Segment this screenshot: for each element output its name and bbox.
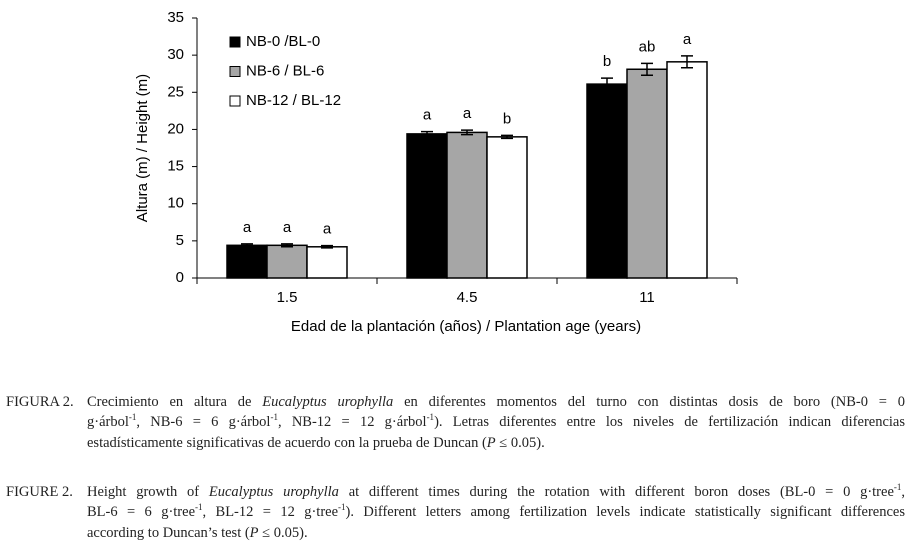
error-bar <box>461 129 473 136</box>
significance-label: b <box>503 110 511 127</box>
text: Eucalyptus urophylla <box>208 484 339 500</box>
significance-label: a <box>283 219 292 236</box>
caption-line: BL-6 = 6 g·tree-1, BL-12 = 12 g·tree-1).… <box>87 502 906 521</box>
significance-label: ab <box>639 38 656 55</box>
caption-label: FIGURA 2. <box>6 394 74 410</box>
text: -1 <box>195 502 203 513</box>
y-tick-label: 35 <box>167 9 184 26</box>
error-bar <box>241 243 253 248</box>
x-tick-label: 11 <box>639 289 655 306</box>
text: -1 <box>128 412 137 423</box>
text: according to Duncan’s test ( <box>87 525 250 541</box>
caption-line: according to Duncan’s test (P ≤ 0.05). <box>87 525 905 542</box>
x-tick-label: 4.5 <box>457 289 478 306</box>
caption-line: estadísticamente significativas de acuer… <box>87 435 905 452</box>
legend-label: NB-0 /BL-0 <box>246 33 320 50</box>
legend-swatch <box>229 66 241 77</box>
text: , BL-12 = 12 g·tree <box>202 504 339 520</box>
significance-label: a <box>463 105 472 122</box>
bar <box>486 136 528 279</box>
text: , NB-6 = 6 g·árbol <box>136 414 271 430</box>
significance-label: b <box>603 53 611 70</box>
text: P <box>486 435 496 451</box>
text: ). Letras diferentes entre los niveles d… <box>434 414 905 430</box>
text: BL-6 = 6 g·tree <box>87 504 196 520</box>
caption-line: g·árbol-1, NB-6 = 6 g·árbol-1, NB-12 = 1… <box>87 412 905 431</box>
error-bar <box>681 55 693 69</box>
y-tick-label: 25 <box>167 83 184 100</box>
text: , NB-12 = 12 g·árbol <box>277 414 427 430</box>
error-bar <box>281 243 293 248</box>
significance-label: a <box>323 221 332 238</box>
bar <box>626 68 668 279</box>
text: -1 <box>426 412 435 423</box>
caption-line: Height growth of Eucalyptus urophylla at… <box>87 482 906 501</box>
text: ≤ 0.05). <box>258 525 308 541</box>
legend-swatch <box>229 36 241 48</box>
bar <box>446 131 488 279</box>
x-tick-label: 1.5 <box>277 289 298 306</box>
text: Crecimiento en altura de <box>87 394 263 410</box>
bar <box>306 246 348 279</box>
error-bar <box>601 77 613 91</box>
text: ). Different letters among fertilization… <box>345 504 906 520</box>
chart: Altura (m) / Height (m) Edad de la plant… <box>134 9 738 335</box>
text: at different times during the rotation w… <box>338 484 894 500</box>
bar <box>586 83 628 279</box>
significance-label: a <box>683 31 692 48</box>
y-tick-label: 15 <box>167 158 184 175</box>
error-bar <box>641 62 653 76</box>
text: Eucalyptus urophylla <box>262 394 394 410</box>
significance-label: a <box>243 219 252 236</box>
y-axis-label: Altura (m) / Height (m) <box>134 74 151 222</box>
legend-label: NB-12 / BL-12 <box>246 92 341 109</box>
caption-line: Crecimiento en altura de Eucalyptus urop… <box>87 394 905 411</box>
text: Height growth of <box>87 484 209 500</box>
caption-en: FIGURE 2. Height growth of Eucalyptus ur… <box>0 482 913 544</box>
caption-label: FIGURE 2. <box>6 484 73 500</box>
legend-swatch <box>229 95 241 107</box>
text: P <box>249 525 259 541</box>
y-tick-label: 0 <box>176 269 184 286</box>
text: en diferentes momentos del turno con dis… <box>393 394 905 410</box>
text: ≤ 0.05). <box>495 435 545 451</box>
text: -1 <box>893 482 902 493</box>
error-bar <box>321 244 333 249</box>
text: -1 <box>270 412 278 423</box>
error-bar <box>421 130 433 137</box>
significance-label: a <box>423 107 432 124</box>
error-bar <box>501 134 513 140</box>
caption-es: FIGURA 2. Crecimiento en altura de Eucal… <box>0 394 913 454</box>
bar <box>406 133 448 279</box>
bar <box>226 244 268 279</box>
y-tick-label: 10 <box>167 195 184 212</box>
text: , <box>901 484 906 500</box>
legend-label: NB-6 / BL-6 <box>246 62 324 79</box>
text: g·árbol <box>87 414 129 430</box>
y-tick-label: 30 <box>167 46 184 63</box>
bar <box>666 61 708 279</box>
y-tick-label: 20 <box>167 120 184 137</box>
bar <box>266 244 308 279</box>
text: estadísticamente significativas de acuer… <box>87 435 487 451</box>
y-tick-label: 5 <box>176 232 184 249</box>
x-axis-label: Edad de la plantación (años) / Plantatio… <box>291 318 641 335</box>
text: -1 <box>338 502 346 513</box>
